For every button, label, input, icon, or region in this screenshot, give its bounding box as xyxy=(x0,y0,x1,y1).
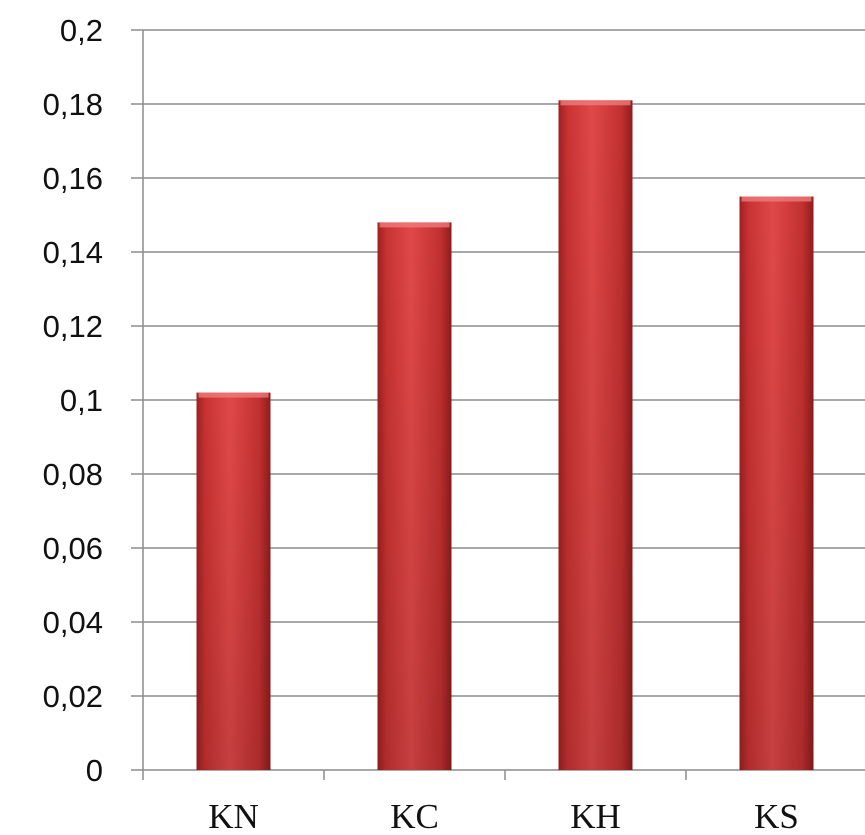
y-tick-label: 0,06 xyxy=(43,531,103,566)
bar-shade xyxy=(377,222,452,770)
y-tick-label: 0,2 xyxy=(60,13,103,48)
y-axis-tick-labels: 0 0,02 0,04 0,06 0,08 0,1 0,12 0,14 0,16 0,18 0,2 xyxy=(43,13,103,788)
y-tick-label: 0,02 xyxy=(43,679,103,714)
y-tick-label: 0,04 xyxy=(43,605,103,640)
bar-top-highlight xyxy=(198,392,269,398)
bar-shade xyxy=(739,196,814,770)
y-tick-label: 0,16 xyxy=(43,161,103,196)
bar-kn xyxy=(196,392,271,770)
x-tick-label: KN xyxy=(208,797,259,835)
bar-top-highlight xyxy=(379,222,450,228)
y-tick-label: 0 xyxy=(86,753,103,788)
bar-top-highlight xyxy=(741,196,812,202)
y-tick-label: 0,18 xyxy=(43,87,103,122)
bars xyxy=(196,100,814,771)
bar-shade xyxy=(558,100,633,771)
x-tick-label: KC xyxy=(390,797,439,835)
y-tick-label: 0,1 xyxy=(60,383,103,418)
bar-kh xyxy=(558,100,633,771)
y-tick-label: 0,14 xyxy=(43,235,103,270)
bar-ks xyxy=(739,196,814,770)
y-tick-label: 0,08 xyxy=(43,457,103,492)
x-tick-label: KH xyxy=(570,797,621,835)
bar-top-highlight xyxy=(560,100,631,106)
x-tick-label: KS xyxy=(754,797,799,835)
x-axis-tick-labels: KN KC KH KS xyxy=(208,797,799,835)
bar-kc xyxy=(377,222,452,770)
bar-shade xyxy=(196,392,271,770)
y-tick-label: 0,12 xyxy=(43,309,103,344)
